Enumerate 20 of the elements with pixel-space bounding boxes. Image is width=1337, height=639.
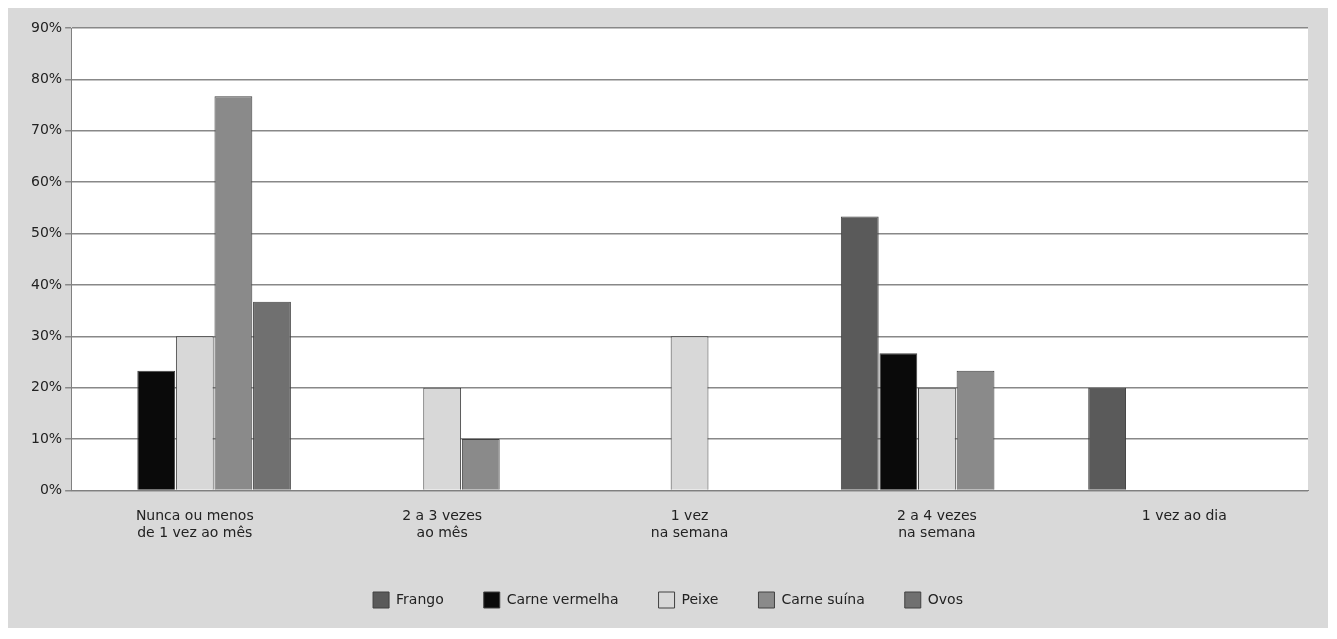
- legend-label: Carne vermelha: [506, 590, 619, 607]
- y-tick-label: 20%: [30, 378, 63, 395]
- legend-label: Peixe: [681, 590, 719, 607]
- legend-label: Carne suína: [781, 590, 865, 607]
- y-tick-label: 50%: [30, 224, 63, 241]
- x-tick-label: 1 vez na semana: [650, 507, 729, 541]
- y-tick-label: 80%: [30, 70, 63, 87]
- x-tick-label: Nunca ou menos de 1 vez ao mês: [135, 507, 254, 541]
- y-tick-label: 40%: [30, 275, 63, 292]
- legend-label: Frango: [396, 590, 444, 607]
- x-tick-label: 2 a 3 vezes ao mês: [402, 507, 483, 541]
- x-tick-label: 2 a 4 vezes na semana: [896, 507, 977, 541]
- y-tick-label: 70%: [30, 121, 63, 138]
- y-tick-label: 10%: [30, 429, 63, 446]
- y-tick-label: 30%: [30, 326, 63, 343]
- y-tick-label: 0%: [39, 481, 63, 498]
- legend-label: Ovos: [927, 590, 963, 607]
- y-tick-label: 60%: [30, 172, 63, 189]
- y-tick-label: 90%: [30, 18, 63, 35]
- x-tick-label: 1 vez ao dia: [1141, 507, 1227, 524]
